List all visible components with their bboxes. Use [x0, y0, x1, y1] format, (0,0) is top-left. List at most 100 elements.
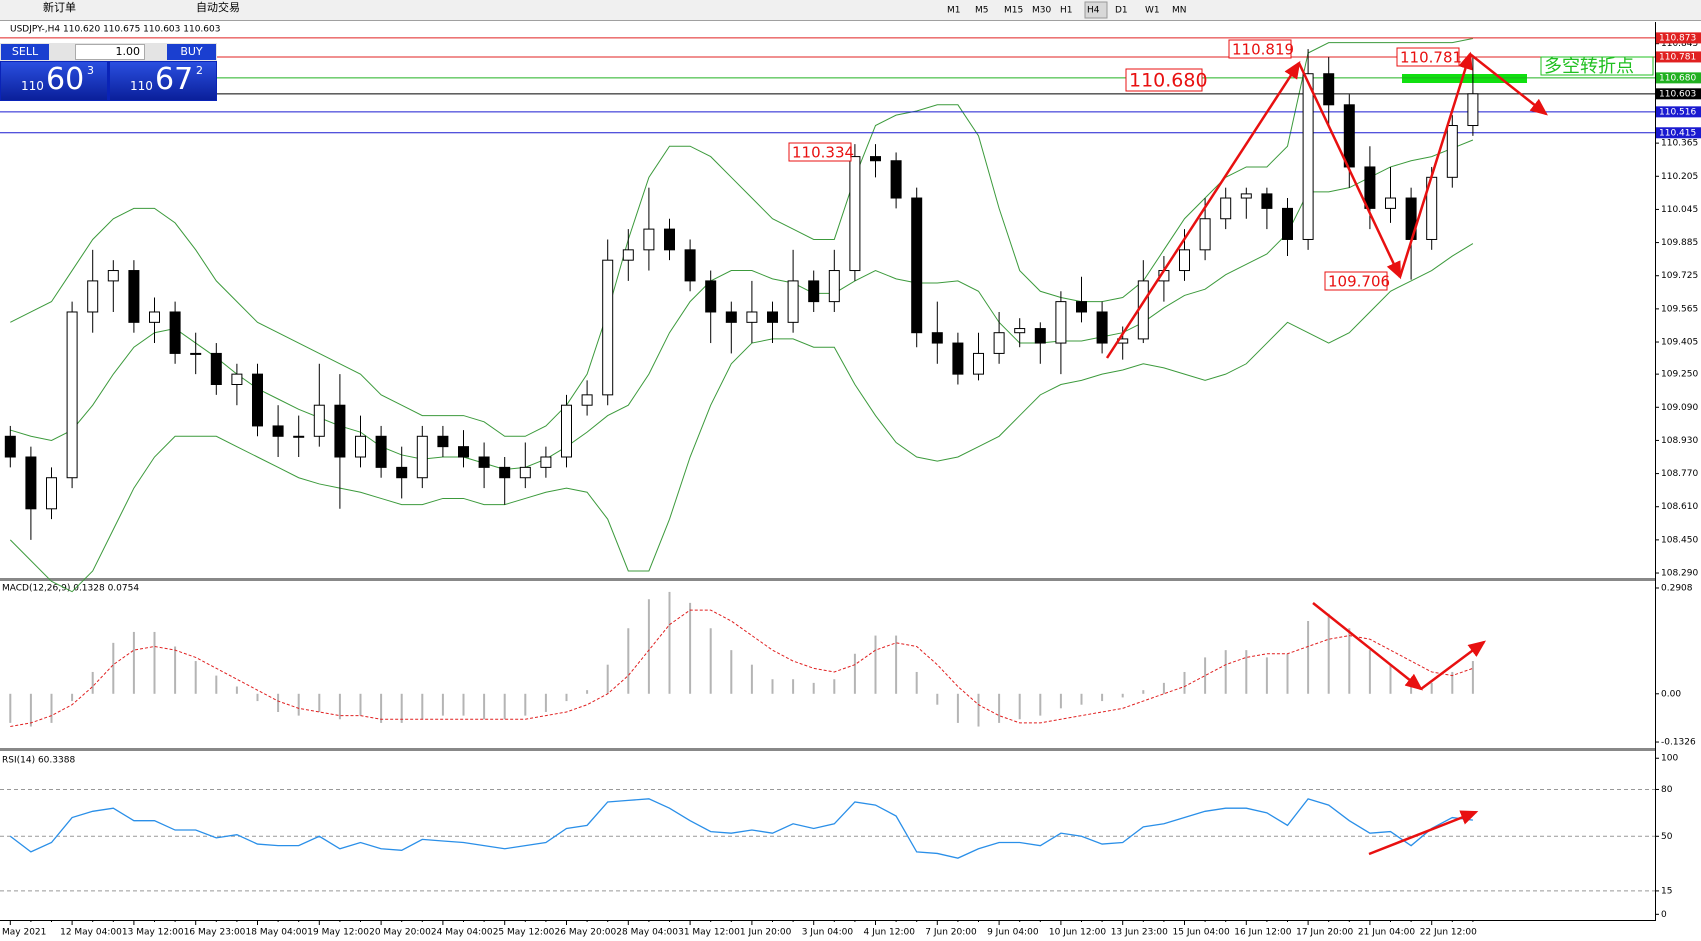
candle-body: [87, 280, 99, 313]
bollinger-band: [10, 139, 1474, 470]
candle-body: [149, 311, 160, 323]
candle-body: [1302, 73, 1314, 240]
timeframe-button[interactable]: D1: [1115, 6, 1128, 16]
timeframe-button[interactable]: M5: [975, 6, 989, 16]
toolbar-button[interactable]: 自动交易: [196, 0, 240, 14]
candle-body: [437, 435, 449, 448]
price-label: 110.415: [1659, 128, 1696, 138]
x-tick-label: 18 May 04:00: [246, 928, 308, 938]
timeframe-button[interactable]: H4: [1087, 6, 1100, 16]
y-tick-label: 110.045: [1661, 205, 1698, 215]
annotation: 110.680: [1129, 70, 1208, 92]
x-tick-label: 4 Jun 12:00: [864, 928, 916, 938]
y-tick-label: 108.610: [1661, 502, 1698, 512]
candle-body: [128, 270, 140, 323]
candle-body: [1199, 218, 1211, 251]
candle-body: [519, 466, 531, 479]
annotation: 110.334: [792, 144, 854, 162]
price-label: 110.873: [1659, 33, 1696, 43]
timeframe-button[interactable]: M30: [1032, 6, 1051, 16]
arrow: [1368, 810, 1479, 856]
candle-body: [622, 249, 634, 261]
x-tick-label: 16 May 23:00: [184, 928, 246, 938]
candle-body: [911, 197, 923, 334]
rsi-header: RSI(14) 60.3388: [2, 756, 75, 766]
candle-body: [725, 311, 737, 323]
annotation: 109.706: [1328, 273, 1390, 291]
ask-box[interactable]: 110 67 2: [110, 62, 216, 100]
arrow: [1312, 602, 1423, 691]
rsi-line: [9, 798, 1473, 859]
y-tick-label: 108.450: [1661, 535, 1698, 545]
candle-body: [931, 332, 943, 344]
y-tick-label: 80: [1661, 785, 1673, 795]
candle-body: [643, 228, 655, 251]
lots-input[interactable]: 1.00: [75, 44, 145, 60]
candle-body: [1179, 249, 1190, 272]
price-label-bg: [1656, 72, 1701, 84]
x-tick-label: 13 May 12:00: [122, 928, 184, 938]
trend-arrows: [1105, 51, 1548, 856]
timeframe-button[interactable]: M1: [947, 6, 961, 16]
active-timeframe[interactable]: [1084, 1, 1108, 19]
candle-body: [870, 156, 881, 162]
candle-body: [849, 156, 861, 272]
candle-body: [952, 342, 964, 375]
x-tick-label: 10 Jun 12:00: [1049, 928, 1106, 938]
annotation-box: [1324, 271, 1388, 291]
candle-body: [396, 466, 408, 479]
buy-button[interactable]: BUY: [167, 44, 216, 60]
candle-body: [1220, 197, 1232, 220]
arrow: [1398, 51, 1473, 278]
bollinger-band: [10, 38, 1473, 437]
y-tick-label: 109.405: [1661, 338, 1698, 348]
candle-body: [1014, 328, 1026, 334]
price-label-bg: [1656, 127, 1701, 139]
x-tick-label: 1 Jun 20:00: [740, 928, 792, 938]
annotation: 110.819: [1232, 41, 1294, 59]
candle-body: [664, 228, 675, 251]
candle-body: [272, 425, 284, 437]
x-tick-label: 26 May 20:00: [555, 928, 617, 938]
candle-body: [828, 270, 840, 303]
arrow: [1105, 60, 1301, 359]
y-tick-label: 109.090: [1661, 403, 1698, 413]
candle-body: [561, 404, 572, 458]
macd-header: MACD(12,26,9) 0.1328 0.0754: [2, 584, 139, 594]
timeframe-button[interactable]: H1: [1060, 6, 1073, 16]
candle-body: [252, 373, 263, 427]
y-tick-label: 109.725: [1661, 271, 1698, 281]
x-tick-label: 3 Jun 04:00: [802, 928, 854, 938]
x-tick-label: 20 May 20:00: [369, 928, 431, 938]
candle-body: [210, 352, 222, 385]
candle-body: [1282, 207, 1293, 240]
candle-body: [334, 404, 346, 458]
price-label: 110.516: [1659, 107, 1696, 117]
sell-button[interactable]: SELL: [1, 44, 49, 60]
timeframe-button[interactable]: MN: [1172, 6, 1187, 16]
timeframe-button[interactable]: M15: [1004, 6, 1023, 16]
y-tick-label: 109.565: [1661, 304, 1698, 314]
candle-body: [1240, 193, 1252, 199]
one-click-trading: SELL 1.00 BUY 110 60 3 110 67 2: [0, 43, 217, 101]
annotation-box: [1125, 68, 1203, 92]
bid-box[interactable]: 110 60 3: [1, 62, 107, 100]
y-tick-label: 109.250: [1661, 370, 1698, 380]
y-tick-label: -0.1326: [1661, 738, 1696, 748]
x-tick-label: 25 May 12:00: [493, 928, 555, 938]
price-label-bg: [1656, 51, 1701, 63]
x-tick-label: 21 Jun 04:00: [1358, 928, 1415, 938]
candle-body: [808, 280, 820, 303]
toolbar-button[interactable]: 新订单: [43, 0, 76, 14]
candle-body: [66, 311, 78, 479]
x-tick-label: 19 May 12:00: [307, 928, 369, 938]
bid-big: 110: [21, 79, 44, 93]
bid-small: 3: [87, 64, 94, 77]
y-tick-label: 50: [1661, 832, 1673, 842]
ask-big: 110: [130, 79, 153, 93]
bollinger-band: [9, 243, 1474, 593]
candle-body: [46, 477, 57, 510]
y-tick-label: 108.770: [1661, 469, 1698, 479]
timeframe-button[interactable]: W1: [1145, 6, 1160, 16]
